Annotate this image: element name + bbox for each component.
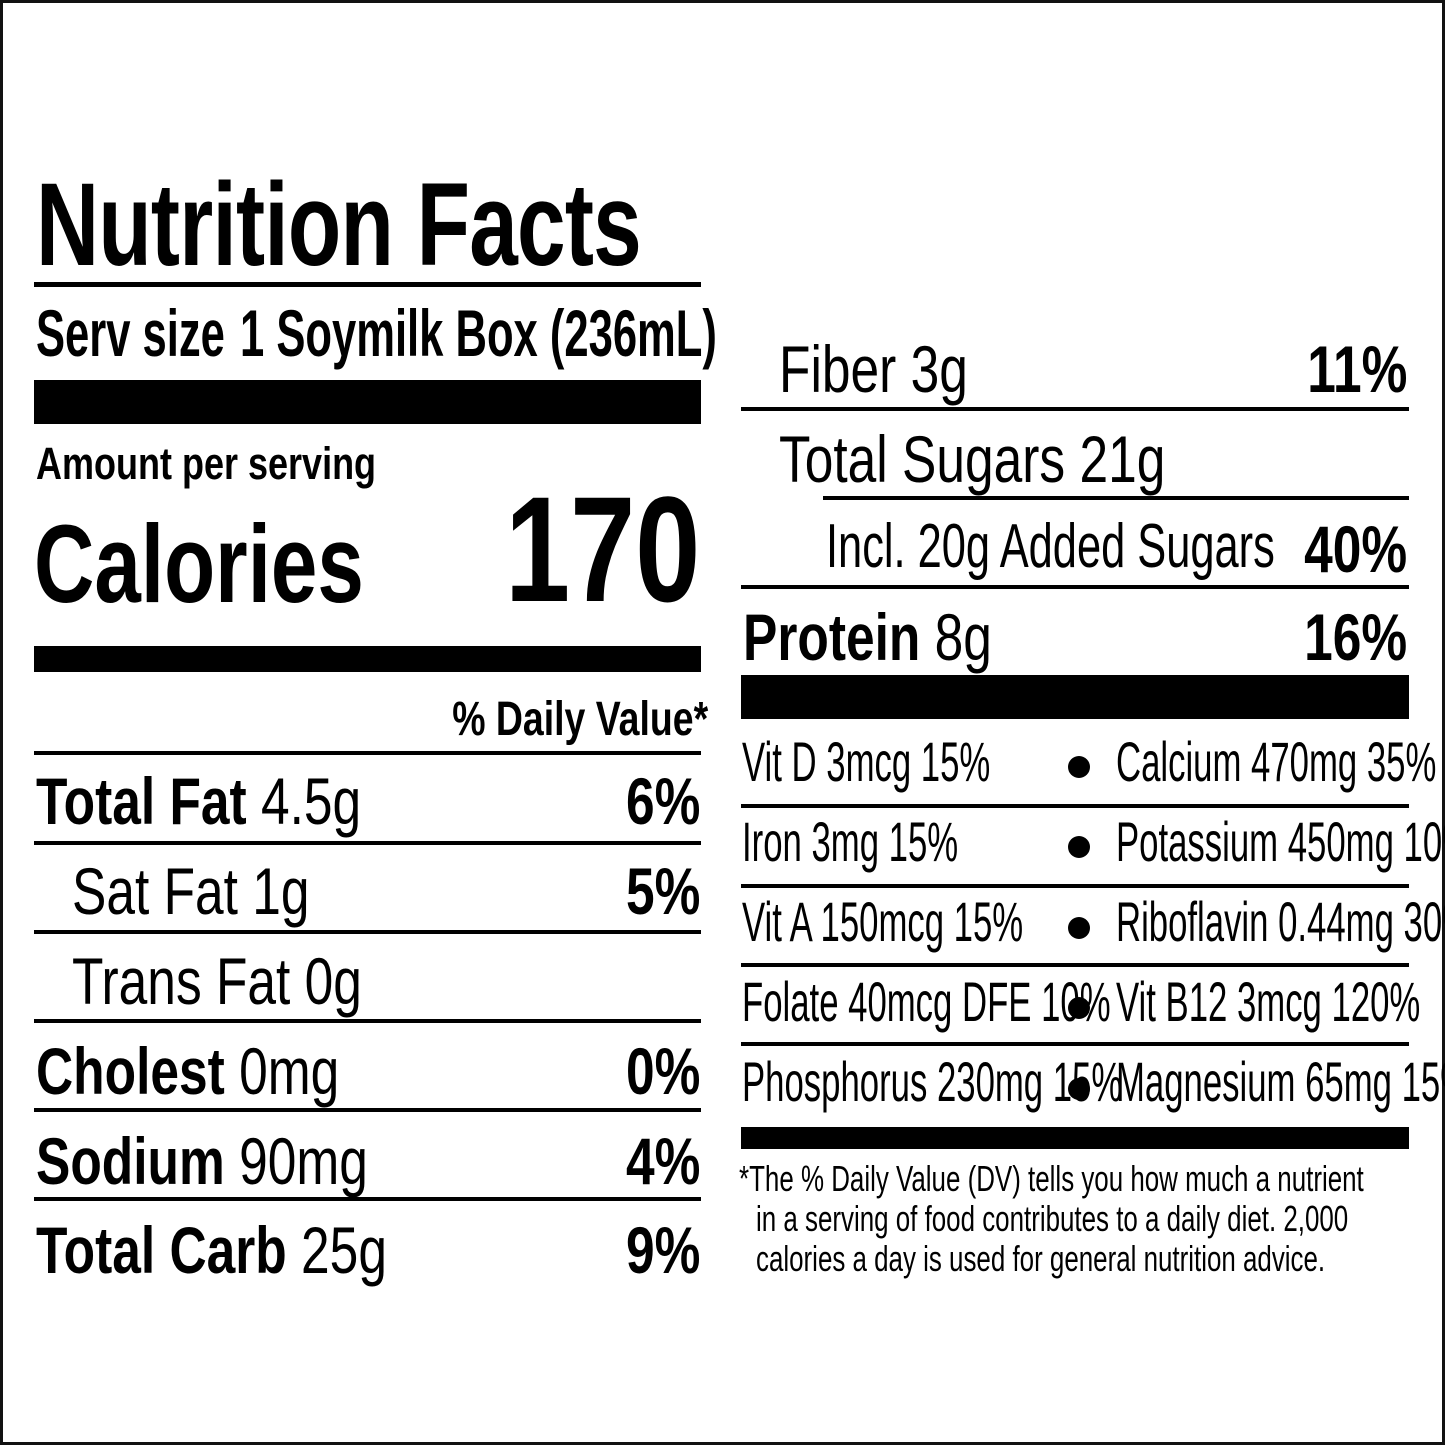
nutrient-row-total-fat: Total Fat 4.5g [36,768,361,834]
dv-rule [34,751,701,755]
calories-label: Calories [34,503,364,626]
micronutrient-iron: Iron 3mg 15% [742,810,959,873]
row-rule [34,930,701,934]
nutrient-name: Fiber [779,332,897,406]
nutrient-row-trans-fat: Trans Fat 0g [72,948,362,1014]
micronutrient-phosphorus: Phosphorus 230mg 15% [742,1050,1123,1113]
serving-thick-rule [34,380,701,424]
micronutrient-potassium: Potassium 450mg 10% [1116,810,1445,873]
nutrient-amount: 0mg [239,1034,340,1108]
nutrient-row-sat-fat: Sat Fat 1g [72,858,310,924]
nutrient-row-total-carb: Total Carb 25g [36,1217,387,1283]
nutrient-name: Total Carb [36,1213,287,1287]
nutrient-amount: 25g [301,1213,387,1287]
daily-value-header: % Daily Value* [452,693,708,746]
footnote-line-1: *The % Daily Value (DV) tells you how mu… [739,1158,1364,1199]
bullet-icon [1068,1078,1090,1100]
nutrient-amount: 3g [910,332,968,406]
micronutrient-calcium: Calcium 470mg 35% [1116,730,1437,793]
micronutrient-vit-d: Vit D 3mcg 15% [742,730,991,793]
nutrient-row-total-sugars: Total Sugars 21g [779,426,1165,492]
row-rule [741,804,1409,808]
nutrient-row-cholesterol: Cholest 0mg [36,1038,339,1104]
micronutrient-vit-b12: Vit B12 3mcg 120% [1116,970,1421,1033]
title-rule [34,282,701,287]
nutrient-name: Sodium [36,1124,225,1198]
footnote-line-2: in a serving of food contributes to a da… [756,1198,1349,1239]
nutrient-amount: 1g [252,854,310,928]
nutrient-amount: 4.5g [260,764,362,838]
bullet-icon [1068,917,1090,939]
nutrient-name: Total Sugars [779,422,1066,496]
row-rule [741,585,1409,589]
nutrient-dv: 40% [1303,512,1407,586]
row-rule [34,1019,701,1023]
bullet-icon [1068,756,1090,778]
micronutrient-riboflavin: Riboflavin 0.44mg 30% [1116,890,1445,953]
nutrient-amount: 8g [934,600,992,674]
nutrient-name: Sat Fat [72,854,238,928]
row-rule [741,963,1409,967]
row-rule [34,1108,701,1112]
micronutrient-thick-rule [741,1127,1409,1149]
micronutrient-folate: Folate 40mcg DFE 10% [742,970,1111,1033]
nutrient-name: Total Fat [36,764,247,838]
serving-size-value: 1 Soymilk Box (236mL) [240,296,717,370]
nutrient-row-added-sugars: Incl. 20g Added Sugars [826,512,1275,581]
micronutrient-vit-a: Vit A 150mcg 15% [742,890,1024,953]
row-rule [34,841,701,845]
nutrient-name: Cholest [36,1034,225,1108]
serving-size-label: Serv size [36,296,225,370]
nutrient-amount: 0g [304,944,362,1018]
nutrient-dv: 6% [625,764,700,838]
micronutrient-magnesium: Magnesium 65mg 15% [1116,1050,1445,1113]
amount-per-serving: Amount per serving [36,438,377,489]
row-rule [34,1197,701,1201]
nutrient-dv: 5% [625,854,700,928]
nutrient-dv: 0% [625,1034,700,1108]
nutrient-dv: 11% [1306,332,1407,406]
nutrient-dv: 9% [625,1213,700,1287]
calories-thick-rule [34,646,701,672]
nutrient-row-fiber: Fiber 3g [779,336,968,402]
nutrient-row-protein: Protein 8g [743,604,992,670]
nutrient-row-sodium: Sodium 90mg [36,1128,368,1194]
nutrient-dv: 4% [625,1124,700,1198]
row-rule [741,407,1409,411]
nutrient-name: Trans Fat [72,944,291,1018]
footnote-line-3: calories a day is used for general nutri… [756,1238,1326,1279]
calories-value: 170 [504,465,700,633]
protein-thick-rule [741,675,1409,719]
bullet-icon [1068,997,1090,1019]
bullet-icon [1068,836,1090,858]
nutrient-amount: 21g [1079,422,1166,496]
row-rule [741,884,1409,888]
row-rule [823,496,1409,500]
row-rule [741,1042,1409,1046]
nutrient-amount: 90mg [239,1124,368,1198]
nutrient-name: Protein [743,600,921,674]
nutrient-dv: 16% [1303,600,1407,674]
label-title: Nutrition Facts [36,159,642,291]
